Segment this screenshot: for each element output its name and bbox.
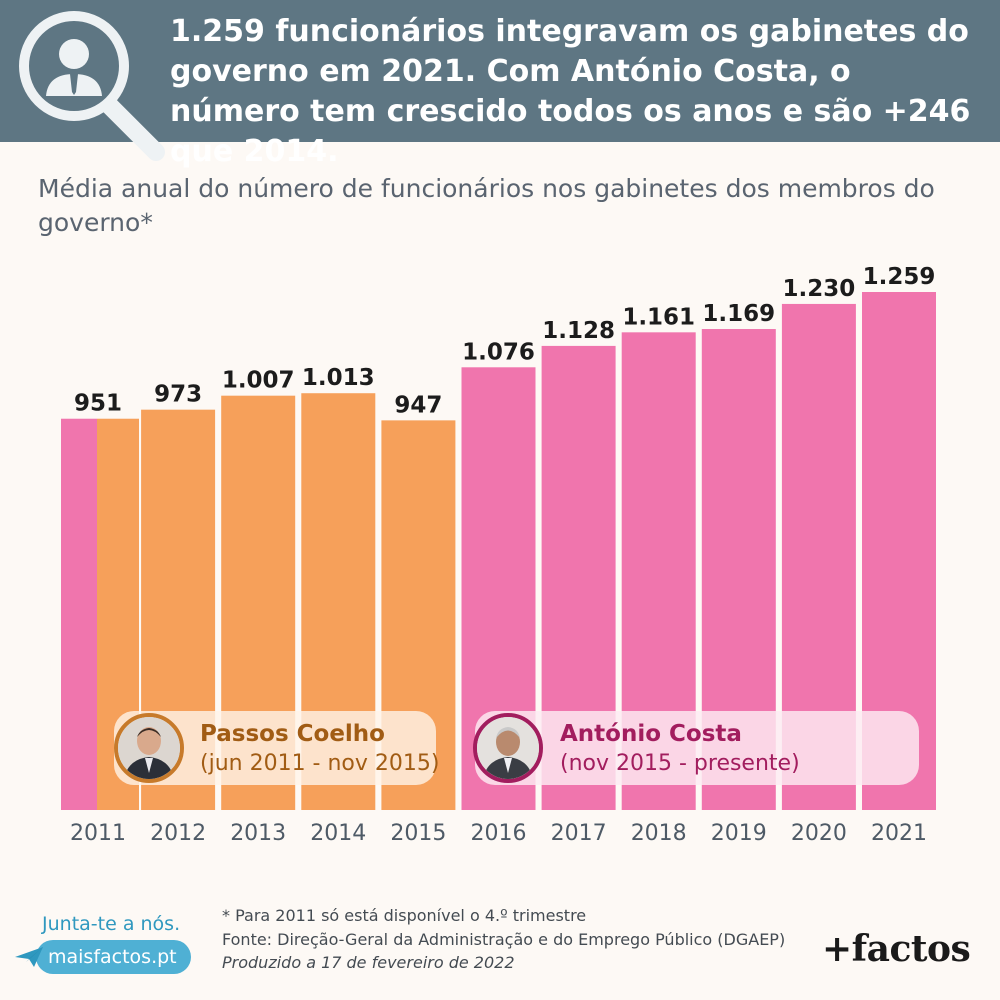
tick-label-2011: 2011 [70,821,126,846]
value-label-2021: 1.259 [863,264,936,290]
value-label-2011: 951 [74,391,122,417]
value-label-2012: 973 [154,382,202,408]
tick-label-2012: 2012 [150,821,206,846]
tick-label-2021: 2021 [871,821,927,846]
value-label-2017: 1.128 [542,318,615,344]
paper-plane-icon [15,947,43,967]
person-photo-icon [114,713,184,783]
footnote: * Para 2011 só está disponível o 4.º tri… [222,906,587,925]
tick-label-2013: 2013 [230,821,286,846]
join-text: Junta-te a nós. [42,913,181,935]
legend-costa-name: António Costa [560,721,742,747]
tick-label-2014: 2014 [310,821,366,846]
bar-chart: 951 2011 973 2012 1.007 2013 1.013 2014 947 2015 1… [61,264,936,846]
headline: 1.259 funcionários integravam os gabinet… [170,14,971,169]
value-label-2019: 1.169 [702,301,775,327]
value-label-2016: 1.076 [462,339,535,365]
bar-2011-underlay [61,418,97,810]
production-date: Produzido a 17 de fevereiro de 2022 [222,953,515,972]
source-note: Fonte: Direção-Geral da Administração e … [222,930,786,949]
value-label-2013: 1.007 [222,368,295,394]
header-banner: 1.259 funcionários integravam os gabinet… [0,0,1000,169]
legend-antonio-costa [475,711,919,785]
legend-passos-name: Passos Coelho [200,721,385,747]
site-link-pill[interactable] [36,940,191,974]
tick-label-2016: 2016 [471,821,527,846]
chart-subtitle: Média anual do número de funcionários no… [38,174,935,237]
tick-label-2018: 2018 [631,821,687,846]
value-label-2015: 947 [394,392,442,418]
value-label-2018: 1.161 [622,304,695,330]
tick-label-2019: 2019 [711,821,767,846]
person-photo-icon [473,713,543,783]
tick-label-2017: 2017 [551,821,607,846]
brand-logo: +factos [822,928,971,970]
search-person-icon [19,11,165,161]
value-label-2014: 1.013 [302,365,375,391]
tick-label-2020: 2020 [791,821,847,846]
site-link[interactable]: maisfactos.pt [48,946,177,968]
value-label-2020: 1.230 [783,276,856,302]
legend-passos-period: (jun 2011 - nov 2015) [200,751,440,776]
legend-costa-period: (nov 2015 - presente) [560,751,800,776]
tick-label-2015: 2015 [390,821,446,846]
